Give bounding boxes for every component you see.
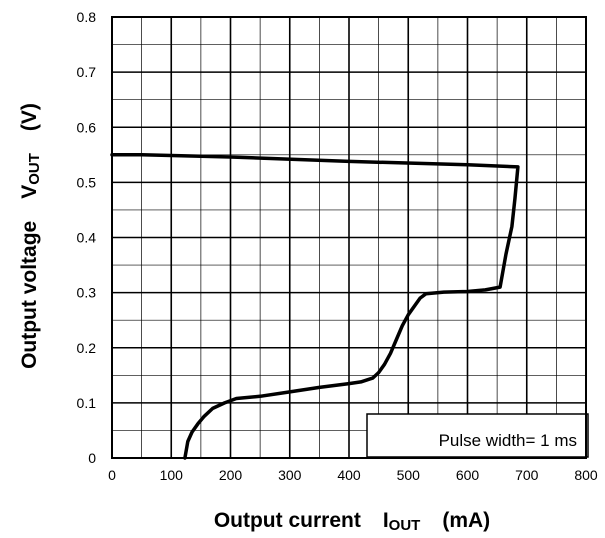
x-tick-label: 100 (160, 467, 184, 483)
series-line (110, 153, 520, 460)
x-tick-label: 300 (278, 467, 302, 483)
x-axis-title: Output current IOUT (mA) (214, 509, 490, 534)
x-tick-label: 600 (456, 467, 480, 483)
y-tick-label: 0.1 (77, 395, 97, 411)
y-tick-label: 0.5 (77, 174, 97, 190)
x-tick-label: 0 (108, 467, 116, 483)
series-layer (110, 153, 520, 460)
x-tick-label: 700 (515, 467, 539, 483)
tick-labels: 0 100 200 300 400 500 600 700 800 0 0.1 0.2 0.3 0.4 0.… (77, 9, 598, 483)
y-tick-label: 0.2 (77, 340, 97, 356)
x-tick-label: 800 (574, 467, 598, 483)
annotation-text: Pulse width= 1 ms (439, 431, 577, 450)
x-tick-label: 200 (219, 467, 243, 483)
y-tick-label: 0.4 (77, 230, 97, 246)
x-axis-symbol: I (383, 509, 389, 532)
annotation-box (366, 413, 589, 458)
y-tick-label: 0.8 (77, 9, 97, 25)
x-axis-subscript: OUT (389, 517, 421, 534)
y-axis-title: Output voltage VOUT (V) (18, 103, 43, 369)
y-tick-label: 0.6 (77, 119, 97, 135)
x-tick-label: 500 (397, 467, 421, 483)
y-axis-unit: (V) (18, 103, 41, 131)
y-tick-label: 0 (88, 450, 96, 466)
y-axis-symbol: V (18, 185, 41, 199)
y-tick-label: 0.3 (77, 285, 97, 301)
x-tick-label: 400 (337, 467, 361, 483)
plot-frame (111, 16, 587, 459)
legend-box: Pulse width= 1 ms (366, 413, 589, 458)
y-axis-subscript: OUT (26, 153, 43, 185)
y-axis-label: Output voltage (18, 221, 41, 369)
y-tick-label: 0.7 (77, 64, 97, 80)
x-axis-unit: (mA) (442, 509, 490, 532)
major-grid (111, 16, 587, 459)
x-axis-label: Output current (214, 509, 361, 532)
